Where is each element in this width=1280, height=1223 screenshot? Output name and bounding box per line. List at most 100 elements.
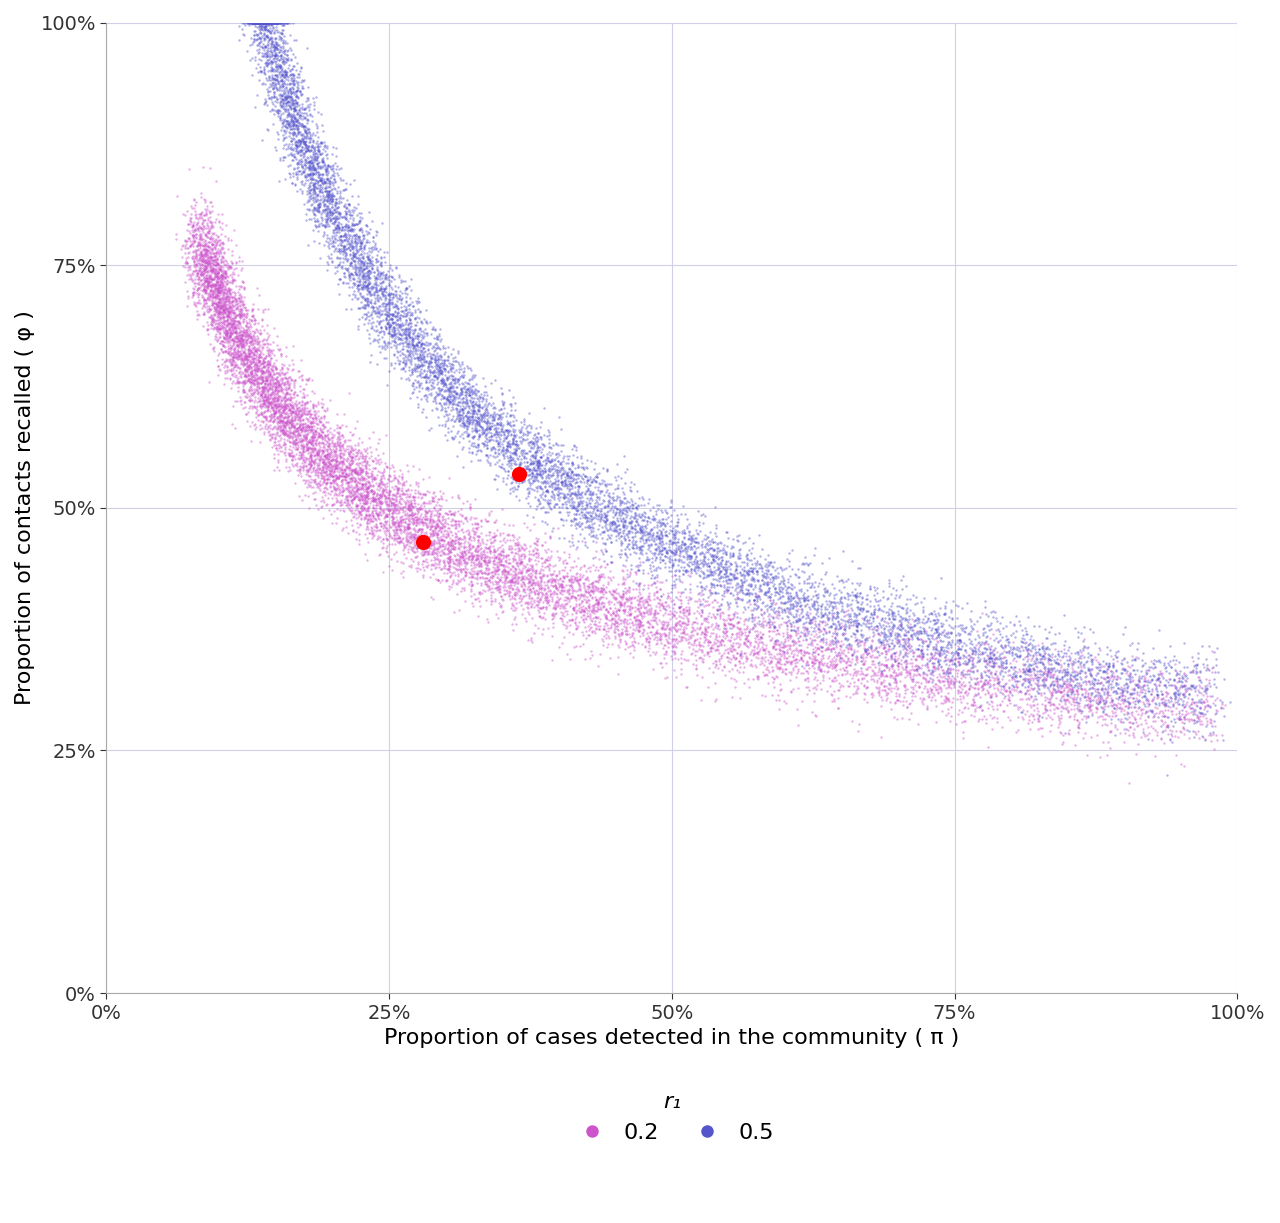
Point [934, 675, 955, 695]
Point [206, 252, 227, 272]
Point [275, 12, 296, 32]
Point [374, 333, 394, 352]
Point [632, 603, 653, 623]
Point [273, 43, 293, 62]
Point [576, 567, 596, 587]
Point [630, 626, 650, 646]
Point [251, 18, 271, 38]
Point [223, 308, 243, 328]
Point [191, 262, 211, 281]
Point [831, 570, 851, 589]
Point [1000, 642, 1020, 662]
Point [548, 594, 568, 614]
Point [927, 609, 947, 629]
Point [842, 646, 863, 665]
Point [632, 537, 653, 556]
Point [751, 632, 772, 652]
Point [238, 313, 259, 333]
Point [196, 263, 216, 283]
Point [284, 410, 305, 429]
Point [498, 525, 518, 544]
Point [494, 532, 515, 552]
Point [823, 607, 844, 626]
Point [207, 275, 228, 295]
Point [836, 671, 856, 691]
Point [625, 515, 645, 534]
Point [369, 503, 389, 522]
Point [1044, 680, 1065, 700]
Point [938, 689, 959, 708]
Point [329, 193, 349, 213]
Point [777, 627, 797, 647]
Point [271, 382, 292, 401]
Point [247, 12, 268, 32]
Point [210, 218, 230, 237]
Point [184, 240, 205, 259]
Point [209, 210, 229, 230]
Point [278, 146, 298, 165]
Point [1119, 687, 1139, 707]
Point [1130, 660, 1151, 680]
Point [527, 460, 548, 479]
Point [223, 350, 243, 369]
Point [914, 679, 934, 698]
Point [319, 191, 339, 210]
Point [280, 38, 301, 57]
Point [457, 379, 477, 399]
Point [1125, 647, 1146, 667]
Point [818, 648, 838, 668]
Point [869, 630, 890, 649]
Point [207, 283, 228, 302]
Point [320, 457, 340, 477]
Point [433, 371, 453, 390]
Point [411, 498, 431, 517]
Point [413, 347, 434, 367]
Point [406, 339, 426, 358]
Point [201, 318, 221, 338]
Point [243, 329, 264, 349]
Point [881, 656, 901, 675]
Point [1056, 674, 1076, 693]
Point [266, 372, 287, 391]
Point [517, 465, 538, 484]
Point [305, 190, 325, 209]
Point [428, 539, 448, 559]
Point [672, 542, 692, 561]
Point [1024, 695, 1044, 714]
Point [452, 382, 472, 401]
Point [248, 12, 269, 32]
Point [526, 461, 547, 481]
Point [814, 612, 835, 631]
Point [288, 449, 308, 468]
Point [735, 632, 755, 652]
Point [324, 445, 344, 465]
Point [335, 248, 356, 268]
Point [332, 241, 352, 260]
Point [375, 311, 396, 330]
Point [1211, 697, 1231, 717]
Point [1025, 651, 1046, 670]
Point [1089, 658, 1110, 678]
Point [756, 615, 777, 635]
Point [672, 534, 692, 554]
Point [705, 570, 726, 589]
Point [251, 385, 271, 405]
Point [239, 12, 260, 32]
Point [407, 528, 428, 548]
Point [1146, 670, 1166, 690]
Point [214, 311, 234, 330]
Point [387, 482, 407, 501]
Point [928, 643, 948, 663]
Point [320, 390, 340, 410]
Point [787, 659, 808, 679]
Point [1074, 657, 1094, 676]
Point [919, 660, 940, 680]
Point [681, 559, 701, 578]
Point [861, 614, 882, 634]
Point [556, 475, 576, 494]
Point [291, 57, 311, 77]
Point [458, 374, 479, 394]
Point [284, 114, 305, 133]
Point [241, 12, 261, 32]
Point [280, 389, 301, 408]
